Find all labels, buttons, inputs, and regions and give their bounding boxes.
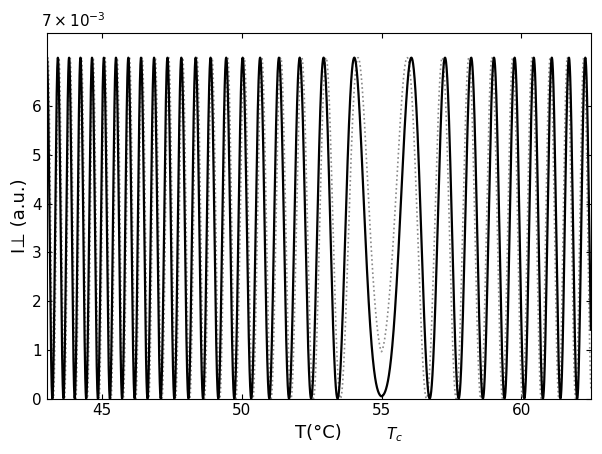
Y-axis label: I⊥ (a.u.): I⊥ (a.u.)	[11, 178, 29, 253]
X-axis label: T(°C): T(°C)	[296, 424, 342, 442]
Text: $7\times10^{-3}$: $7\times10^{-3}$	[41, 11, 106, 30]
Text: $T_c$: $T_c$	[386, 425, 403, 444]
